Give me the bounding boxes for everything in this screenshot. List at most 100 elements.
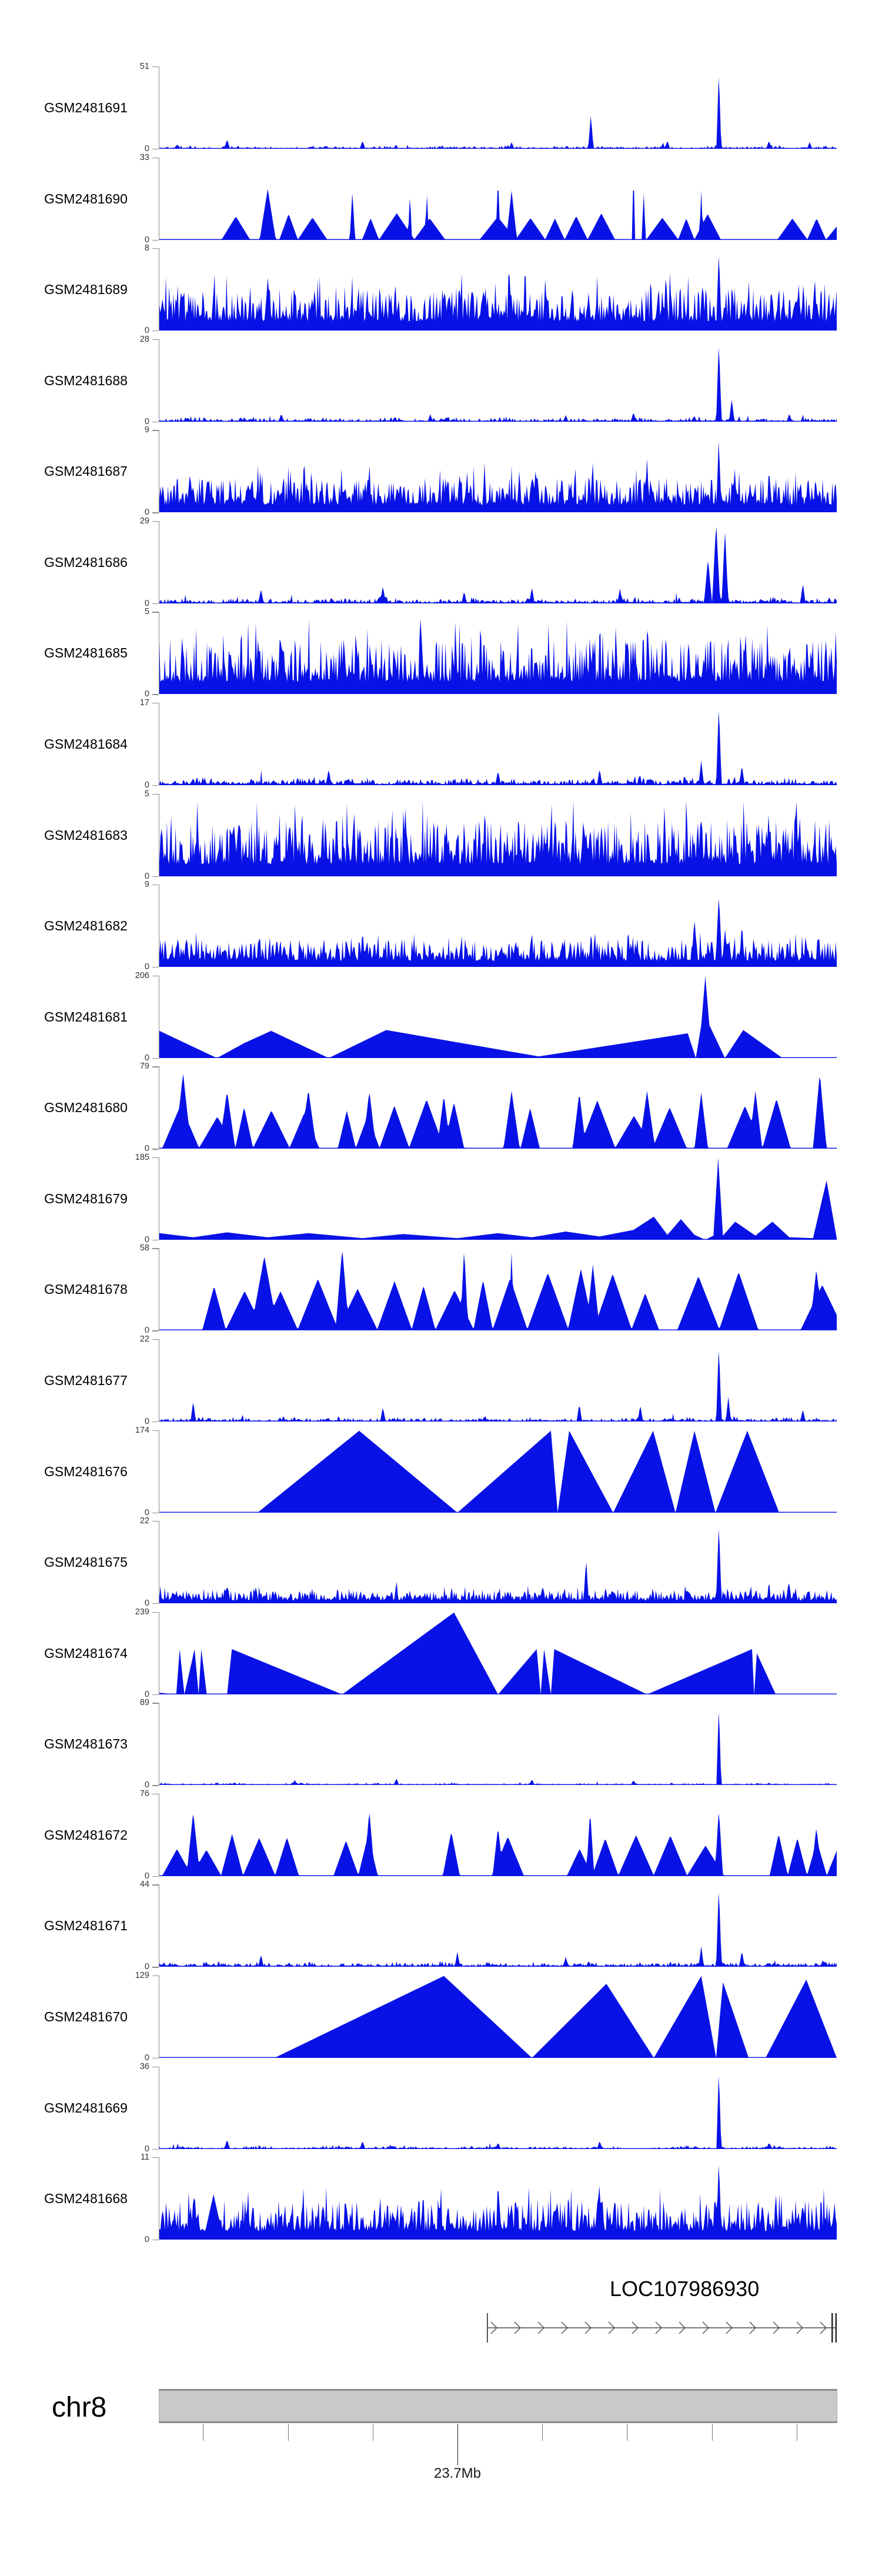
track-axis-zero-tick (152, 1057, 159, 1059)
axis-minor-tick (712, 2424, 713, 2441)
coverage-signal (159, 1074, 837, 1149)
coverage-signal (159, 899, 837, 967)
track-axis-zero-tick (152, 1330, 159, 1332)
track-label: GSM2481672 (44, 1827, 128, 1843)
track-ymax-label: 76 (139, 1788, 149, 1798)
signal-area (159, 347, 837, 422)
gene-exon-bar (831, 2313, 833, 2343)
track-ymax-label: 33 (139, 152, 149, 162)
coverage-signal (159, 526, 837, 603)
track-ymax-label: 5 (144, 607, 149, 617)
coverage-signal (159, 256, 837, 331)
track-axis-zero-tick (152, 876, 159, 877)
signal-area (159, 1813, 837, 1876)
strand-arrow-icon (679, 2321, 686, 2334)
signal-area (159, 526, 837, 603)
strand-arrow-icon (584, 2321, 592, 2334)
track-ymin-label: 0 (144, 2144, 149, 2154)
track-ymin-label: 0 (144, 780, 149, 790)
coverage-signal (159, 1157, 837, 1240)
track-ymax-label: 8 (144, 243, 149, 253)
track-ymin-label: 0 (144, 1326, 149, 1336)
coverage-signal (159, 441, 837, 513)
track-ymax-label: 22 (139, 1516, 149, 1526)
track-ymax-label: 36 (139, 2061, 149, 2071)
track-ymin-label: 0 (144, 1962, 149, 1972)
track-axis-top-tick (152, 2157, 159, 2158)
track-axis-zero-tick (152, 239, 159, 241)
axis-position-label: 23.7Mb (433, 2465, 482, 2481)
signal-area (159, 1529, 837, 1604)
track-axis-zero-tick (152, 694, 159, 695)
track-ymax-label: 44 (139, 1880, 149, 1890)
signal-area (159, 1612, 837, 1694)
track-label: GSM2481682 (44, 918, 128, 934)
track-axis-zero-tick (152, 785, 159, 786)
track-axis-top-tick (152, 1066, 159, 1067)
track-axis-zero-tick (152, 1876, 159, 1877)
track-axis-top-tick (152, 1611, 159, 1613)
coverage-signal (159, 976, 837, 1058)
signal-area (159, 1351, 837, 1422)
track-ymax-label: 79 (139, 1062, 149, 1072)
track-ymax-label: 22 (139, 1334, 149, 1344)
signal-area (159, 441, 837, 513)
track-ymin-label: 0 (144, 1144, 149, 1154)
track-ymin-label: 0 (144, 689, 149, 699)
track-label: GSM2481673 (44, 1736, 128, 1752)
track-ymin-label: 0 (144, 326, 149, 336)
track-axis-zero-tick (152, 512, 159, 513)
track-ymin-label: 0 (144, 871, 149, 881)
track-ymin-label: 0 (144, 2053, 149, 2063)
track-ymax-label: 11 (140, 2153, 149, 2163)
track-ymax-label: 89 (139, 1698, 149, 1708)
signal-area (159, 1976, 837, 2058)
track-ymin-label: 0 (144, 1599, 149, 1609)
track-ymax-label: 239 (135, 1607, 149, 1617)
track-axis-top-tick (152, 1157, 159, 1159)
track-axis-top-tick (152, 66, 159, 68)
coverage-signal (159, 188, 837, 240)
coverage-signal (159, 1529, 837, 1604)
signal-area (159, 1157, 837, 1240)
coverage-signal (159, 618, 837, 695)
coverage-signal (159, 2165, 837, 2240)
track-label: GSM2481669 (44, 2100, 128, 2115)
coverage-signal (159, 1251, 837, 1331)
strand-arrow-icon (796, 2321, 803, 2334)
coverage-signal (159, 1813, 837, 1876)
strand-arrow-icon (632, 2321, 639, 2334)
track-ymin-label: 0 (144, 235, 149, 245)
track-label: GSM2481683 (44, 827, 128, 843)
track-label: GSM2481686 (44, 554, 128, 570)
track-ymin-label: 0 (144, 416, 149, 426)
track-ymax-label: 174 (135, 1425, 149, 1435)
signal-area (159, 800, 837, 876)
track-axis-zero-tick (152, 1603, 159, 1604)
track-ymax-label: 58 (139, 1243, 149, 1253)
signal-area (159, 77, 837, 149)
track-ymax-label: 51 (139, 62, 149, 71)
track-ymin-label: 0 (144, 598, 149, 608)
coverage-signal (159, 1612, 837, 1694)
chromosome-name-label: chr8 (52, 2392, 107, 2423)
strand-arrow-icon (820, 2321, 827, 2334)
track-label: GSM2481685 (44, 645, 128, 661)
track-ymax-label: 9 (144, 880, 149, 890)
signal-area (159, 618, 837, 695)
strand-arrow-icon (514, 2321, 521, 2334)
track-ymax-label: 129 (135, 1971, 149, 1980)
track-axis-top-tick (152, 1884, 159, 1886)
coverage-signal (159, 2076, 837, 2149)
track-label: GSM2481684 (44, 736, 128, 752)
coverage-signal (159, 1430, 837, 1513)
signal-baseline (159, 1693, 837, 1694)
track-ymin-label: 0 (144, 1689, 149, 1699)
track-ymax-label: 28 (139, 334, 149, 344)
track-ymax-label: 185 (135, 1152, 149, 1162)
strand-arrow-icon (702, 2321, 709, 2334)
track-label: GSM2481677 (44, 1373, 128, 1388)
track-ymin-label: 0 (144, 508, 149, 518)
track-ymax-label: 17 (139, 698, 149, 708)
signal-area (159, 1893, 837, 1967)
